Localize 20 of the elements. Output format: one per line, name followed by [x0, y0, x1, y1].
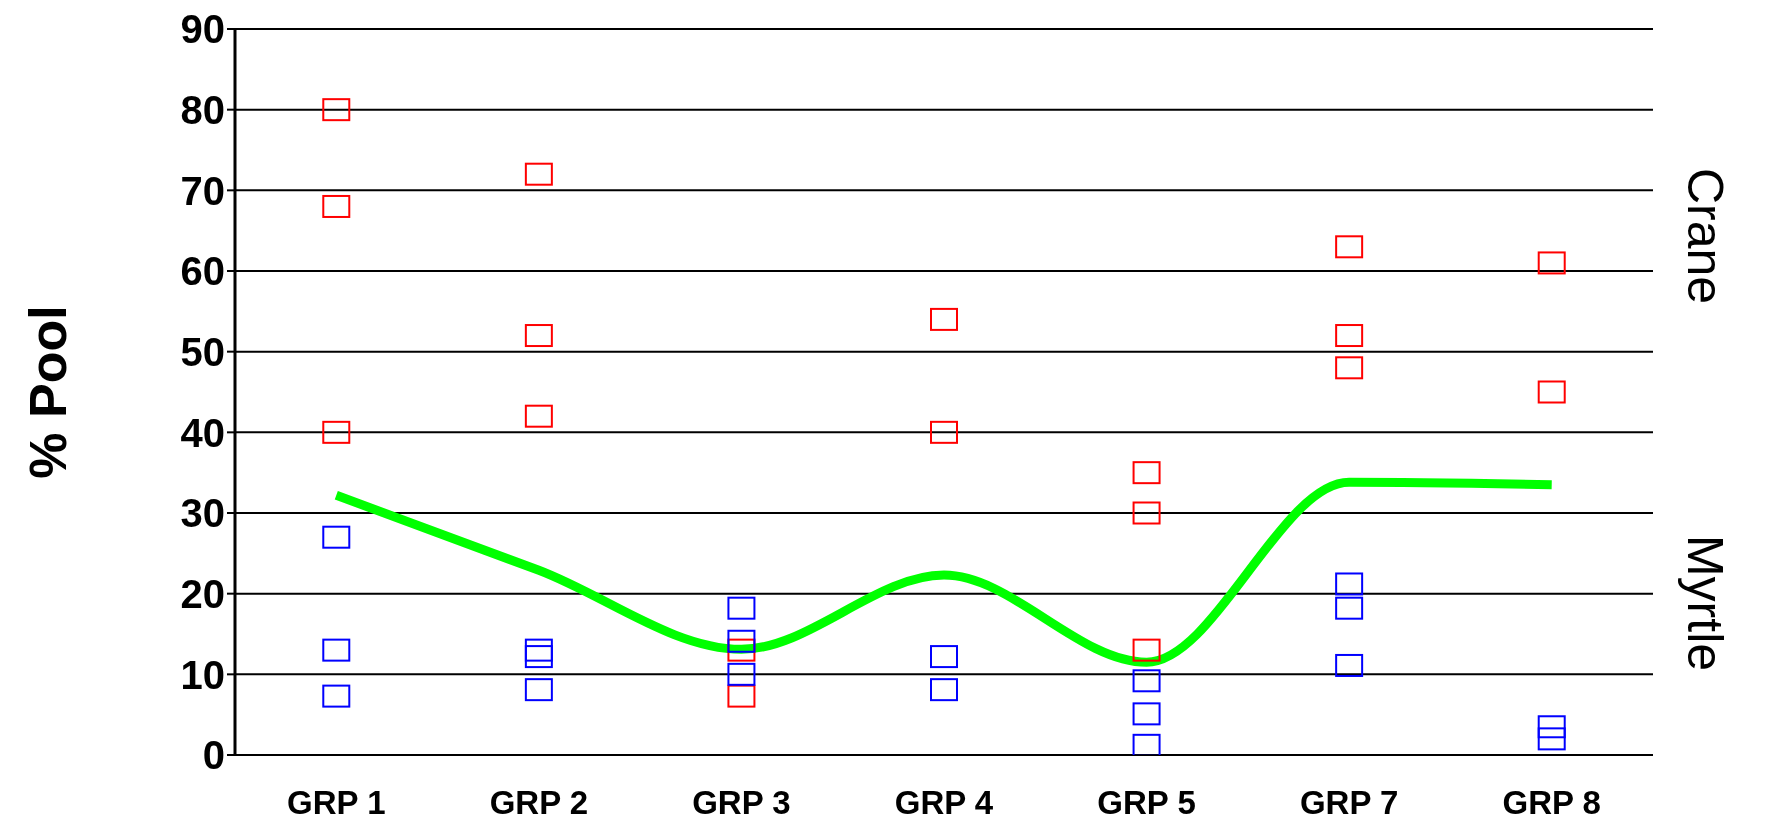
y-tick-label: 80 — [180, 87, 225, 132]
x-tick-label: GRP 1 — [287, 784, 386, 822]
text: Crane — [1677, 167, 1733, 304]
x-tick-label: GRP 2 — [489, 784, 589, 822]
x-tick-label: GRP 8 — [1502, 784, 1601, 822]
y-tick-label: 70 — [180, 168, 225, 213]
x-tick-label: GRP 5 — [1097, 784, 1196, 822]
y-tick-label: 60 — [180, 249, 225, 294]
y-tick-label: 10 — [180, 652, 225, 697]
y-axis-title: % Pool — [19, 305, 77, 479]
y-tick-label: 50 — [180, 329, 225, 374]
x-tick-label: GRP 4 — [894, 784, 994, 822]
text: Myrtle — [1677, 534, 1733, 671]
y-tick-label: 30 — [180, 491, 225, 536]
y-tick-label: 0 — [202, 733, 225, 778]
y-tick-label: 90 — [180, 7, 225, 52]
y-tick-label: 40 — [180, 410, 225, 455]
x-tick-label: GRP 3 — [692, 784, 791, 822]
y-tick-label: 20 — [180, 571, 225, 616]
x-tick-label: GRP 7 — [1299, 784, 1399, 822]
